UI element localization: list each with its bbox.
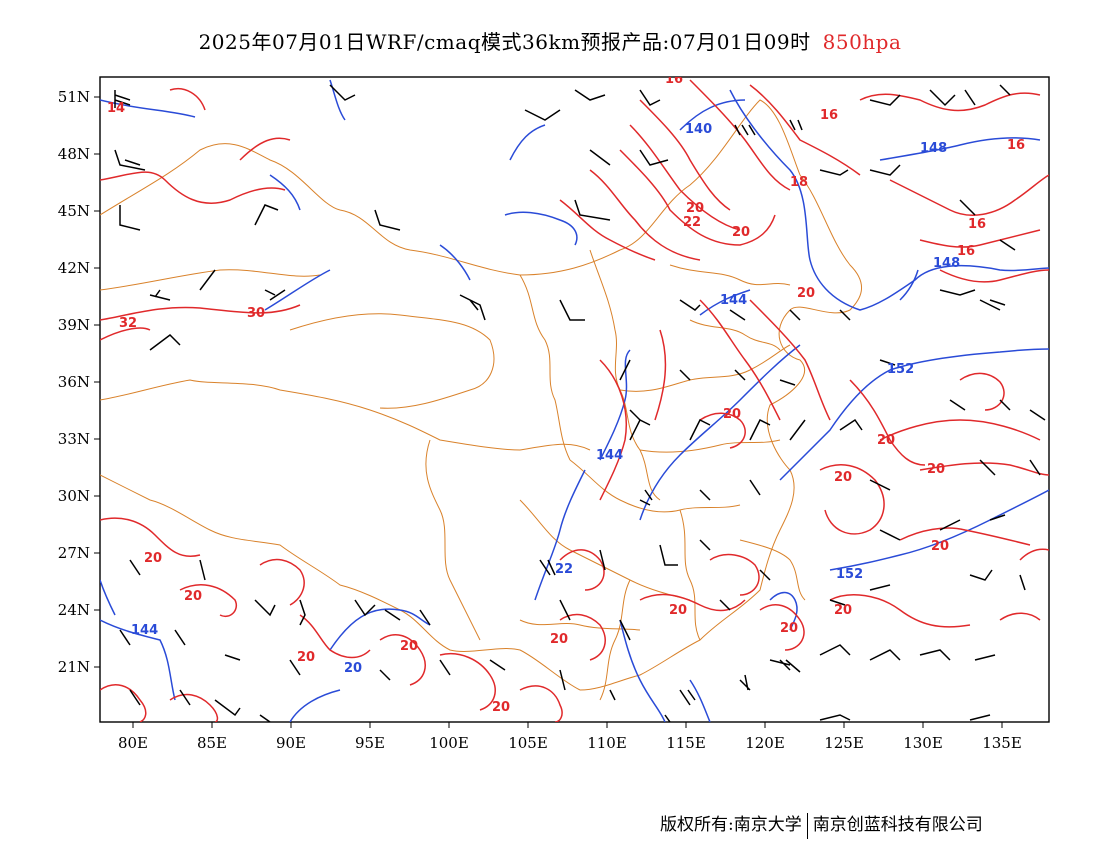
temperature-contours [100,79,1049,722]
contour-label: 20 [297,650,315,665]
contour-label: 30 [247,306,265,321]
contour-label: 20 [732,225,750,240]
lon-label: 80E [118,734,148,752]
geopotential-labels: 140 148 148 144 152 144 152 144 20 22 44 [131,122,960,676]
lat-label: 51N [58,88,90,106]
lat-label: 21N [58,658,90,676]
map-title: 2025年07月01日WRF/cmaq模式36km预报产品:07月01日09时 8… [0,26,1100,55]
lat-label: 36N [58,373,90,391]
wind-barbs [114,84,1046,722]
lon-label: 90E [276,734,306,752]
contour-label: 20 [669,603,687,618]
contour-label: 16 [1007,138,1025,153]
copyright-owner: 版权所有:南京大学 [660,815,802,835]
contour-label: 20 [927,462,945,477]
lat-label: 27N [58,544,90,562]
copyright-footer: 版权所有:南京大学 南京创蓝科技有限公司 [660,810,983,839]
contour-label: 148 [920,141,947,156]
lat-label: 42N [58,259,90,277]
lat-label: 24N [58,601,90,619]
contour-label: 144 [131,623,158,638]
copyright-company: 南京创蓝科技有限公司 [812,815,983,835]
lon-label: 120E [745,734,785,752]
contour-label: 16 [665,72,683,87]
title-text: 2025年07月01日WRF/cmaq模式36km预报产品:07月01日09时 [198,30,811,54]
contour-label: 20 [492,700,510,715]
contour-label: 20 [780,621,798,636]
contour-label: 16 [957,244,975,259]
contour-label: 22 [683,215,701,230]
contour-label: 152 [887,362,914,377]
contour-label: 22 [555,562,573,577]
lon-label: 95E [355,734,385,752]
lon-label: 105E [508,734,548,752]
lon-label: 125E [824,734,864,752]
contour-label: 144 [720,293,747,308]
contour-label: 20 [834,603,852,618]
contour-label: 14 [107,101,125,116]
lon-label: 115E [666,734,706,752]
geopotential-contours [100,79,1049,722]
contour-label: 20 [144,551,162,566]
lat-label: 33N [58,430,90,448]
lon-label: 135E [982,734,1022,752]
contour-label: 144 [596,448,623,463]
lon-label: 100E [429,734,469,752]
contour-label: 20 [550,632,568,647]
temperature-labels: 14 16 16 16 16 16 18 20 22 20 20 30 32 2… [107,72,1025,715]
contour-label: 16 [820,108,838,123]
contour-label: 20 [400,639,418,654]
lat-label: 30N [58,487,90,505]
contour-label: 20 [931,539,949,554]
plot-frame [99,76,1050,723]
contour-label: 152 [836,567,863,582]
contour-label: 20 [686,201,704,216]
footer-divider [806,812,808,839]
longitude-labels: 80E 85E 90E 95E 100E 105E 110E 115E 120E… [118,734,1022,752]
lat-label: 39N [58,316,90,334]
contour-label: 20 [723,407,741,422]
latitude-axis [94,96,100,668]
contour-label: 20 [184,589,202,604]
contour-label: 148 [933,256,960,271]
contour-label: 20 [834,470,852,485]
longitude-axis [132,722,1003,728]
contour-label: 16 [968,217,986,232]
pressure-level: 850hpa [822,30,902,54]
latitude-labels: 51N 48N 45N 42N 39N 36N 33N 30N 27N 24N … [58,88,90,676]
contour-label: 20 [877,433,895,448]
lon-label: 130E [903,734,943,752]
lon-label: 85E [197,734,227,752]
lat-label: 45N [58,202,90,220]
contour-label: 140 [685,122,712,137]
contour-label: 32 [119,316,137,331]
lat-label: 48N [58,145,90,163]
lon-label: 110E [587,734,627,752]
contour-label: 20 [344,661,362,676]
contour-label: 20 [797,286,815,301]
contour-label: 18 [790,175,808,190]
